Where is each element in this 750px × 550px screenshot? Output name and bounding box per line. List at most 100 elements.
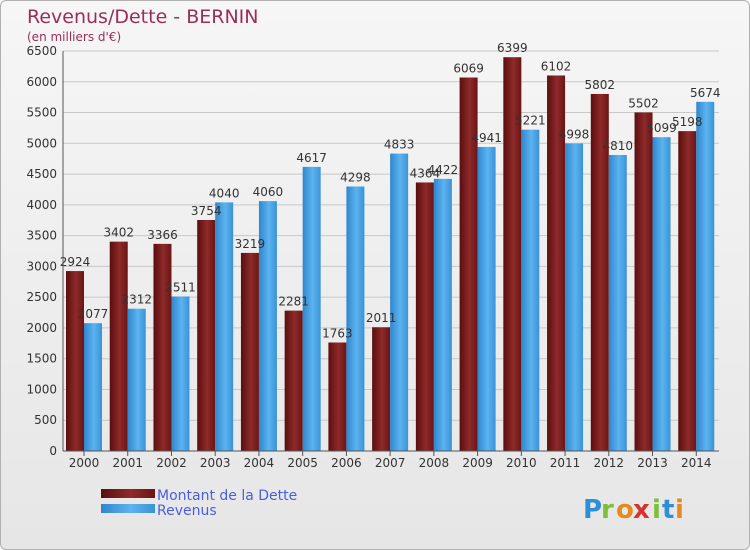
- data-label: 5674: [690, 86, 721, 100]
- bar-revenus: [127, 308, 146, 451]
- data-label: 2281: [278, 295, 309, 309]
- logo-letter: i: [675, 495, 684, 525]
- x-tick-label: 2002: [156, 456, 187, 470]
- data-label: 4364: [410, 166, 441, 180]
- data-labels: 2924 2077 3402 2312 3366 2511 3754 4040 3219 4060…: [60, 41, 721, 340]
- data-label: 2312: [121, 293, 152, 307]
- data-label: 5502: [628, 96, 659, 110]
- legend-label-debt: Montant de la Dette: [157, 488, 297, 504]
- bar-dette: [415, 182, 434, 451]
- logo-letter: P: [583, 495, 602, 525]
- y-tick-label: 3000: [26, 259, 57, 273]
- bar-revenus: [696, 101, 715, 451]
- x-tick-label: 2005: [287, 456, 318, 470]
- bar-dette: [109, 241, 128, 451]
- legend-label-revenus: Revenus: [157, 503, 217, 519]
- y-tick-label: 1500: [26, 352, 57, 366]
- y-tick-label: 0: [49, 444, 57, 458]
- y-tick-label: 5500: [26, 106, 57, 120]
- proxiti-logo: Pr o x i t i: [583, 495, 684, 525]
- y-tick-label: 6500: [26, 44, 57, 58]
- bar-revenus: [521, 129, 540, 451]
- bar-revenus: [302, 166, 321, 451]
- bar-dette: [372, 327, 391, 451]
- bar-revenus: [171, 296, 190, 451]
- data-label: 4422: [428, 163, 459, 177]
- bar-revenus: [477, 146, 496, 451]
- logo-letter: r: [601, 495, 614, 525]
- data-label: 4998: [559, 127, 590, 141]
- bar-dette: [328, 342, 347, 451]
- data-label: 4941: [471, 131, 502, 145]
- data-label: 6069: [453, 62, 484, 76]
- data-label: 5198: [672, 115, 703, 129]
- x-tick-label: 2009: [462, 456, 493, 470]
- bar-revenus: [346, 186, 365, 451]
- bar-dette: [503, 57, 522, 451]
- bar-dette: [634, 112, 653, 452]
- bar-dette: [284, 310, 303, 451]
- bar-revenus: [565, 143, 584, 451]
- bar-revenus: [433, 178, 452, 451]
- y-tick-label: 2500: [26, 290, 57, 304]
- logo-letter: i: [652, 495, 661, 525]
- data-label: 5099: [646, 121, 677, 135]
- x-tick-label: 2006: [331, 456, 362, 470]
- bar-revenus: [652, 137, 671, 451]
- bar-revenus: [84, 323, 102, 451]
- data-label: 4040: [209, 186, 240, 200]
- y-tick-label: 6000: [26, 75, 57, 89]
- data-label: 4833: [384, 138, 415, 152]
- bar-dette: [197, 219, 216, 451]
- legend: Montant de la Dette Revenus: [101, 488, 297, 519]
- data-label: 6102: [541, 59, 572, 73]
- x-axis-ticks: 2000 2001 2002 2003 2004 2005 2006 2007 2008 2009…: [69, 451, 712, 470]
- data-label: 3366: [147, 228, 178, 242]
- logo-letter: o: [616, 495, 634, 525]
- bar-revenus: [215, 202, 234, 451]
- logo-letter: x: [633, 495, 650, 525]
- chart-subtitle: (en milliers d'€): [27, 30, 121, 44]
- bar-dette: [153, 243, 172, 451]
- bar-dette: [240, 252, 259, 451]
- bar-dette: [459, 77, 478, 452]
- y-tick-label: 3500: [26, 229, 57, 243]
- x-tick-label: 2000: [69, 456, 100, 470]
- data-label: 3219: [235, 237, 266, 251]
- y-tick-label: 500: [34, 413, 57, 427]
- data-label: 5221: [515, 114, 546, 128]
- x-tick-label: 2014: [681, 456, 712, 470]
- bar-revenus: [390, 153, 409, 452]
- x-tick-label: 2003: [200, 456, 231, 470]
- legend-swatch-revenus: [101, 504, 155, 513]
- legend-swatch-debt: [101, 489, 155, 498]
- x-tick-label: 2007: [375, 456, 406, 470]
- y-tick-label: 1000: [26, 382, 57, 396]
- x-tick-label: 2008: [419, 456, 450, 470]
- bar-dette: [678, 131, 697, 451]
- data-label: 1763: [322, 327, 353, 341]
- bar-dette: [66, 271, 84, 451]
- data-label: 2924: [60, 255, 91, 269]
- y-tick-label: 2000: [26, 321, 57, 335]
- x-tick-label: 2001: [112, 456, 143, 470]
- y-axis-ticks: 0 500 1000 1500 2000 2500 3000 3500 4000 4500 5000…: [26, 44, 57, 458]
- data-label: 2077: [78, 307, 109, 321]
- bar-revenus: [258, 201, 277, 451]
- bar-dette: [547, 75, 566, 451]
- x-tick-label: 2010: [506, 456, 537, 470]
- data-label: 4060: [253, 185, 284, 199]
- y-tick-label: 5000: [26, 136, 57, 150]
- y-tick-label: 4000: [26, 198, 57, 212]
- bars: [66, 57, 715, 452]
- bar-dette: [590, 93, 609, 451]
- chart-title: Revenus/Dette - BERNIN: [27, 6, 258, 28]
- data-label: 4298: [340, 171, 371, 185]
- data-label: 2511: [165, 280, 196, 294]
- x-tick-label: 2011: [550, 456, 581, 470]
- data-label: 4810: [603, 139, 634, 153]
- data-label: 6399: [497, 41, 528, 55]
- logo-letter: t: [662, 495, 674, 525]
